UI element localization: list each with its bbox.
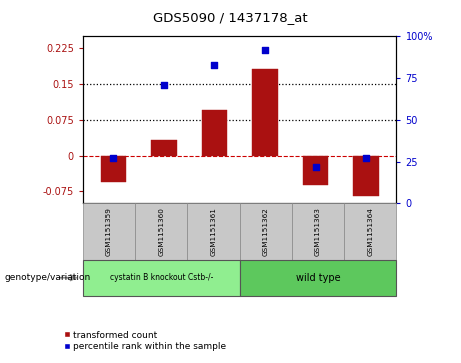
Point xyxy=(211,62,218,68)
Text: GDS5090 / 1437178_at: GDS5090 / 1437178_at xyxy=(153,11,308,24)
Bar xyxy=(354,156,379,196)
Bar xyxy=(202,110,227,156)
Bar xyxy=(303,156,328,185)
Text: wild type: wild type xyxy=(296,273,340,283)
Text: GSM1151362: GSM1151362 xyxy=(263,207,269,256)
Text: GSM1151361: GSM1151361 xyxy=(211,207,217,256)
Text: GSM1151359: GSM1151359 xyxy=(106,207,112,256)
Text: GSM1151360: GSM1151360 xyxy=(158,207,165,256)
Text: GSM1151364: GSM1151364 xyxy=(367,207,373,256)
Point xyxy=(160,82,167,87)
Bar xyxy=(100,156,126,182)
Text: GSM1151363: GSM1151363 xyxy=(315,207,321,256)
Text: cystatin B knockout Cstb-/-: cystatin B knockout Cstb-/- xyxy=(110,273,213,282)
Point xyxy=(312,164,319,170)
Point xyxy=(110,155,117,161)
Point xyxy=(261,47,269,53)
Legend: transformed count, percentile rank within the sample: transformed count, percentile rank withi… xyxy=(60,327,230,355)
Text: genotype/variation: genotype/variation xyxy=(5,273,91,282)
Bar xyxy=(252,69,278,156)
Point xyxy=(362,155,370,161)
Bar xyxy=(151,140,177,156)
